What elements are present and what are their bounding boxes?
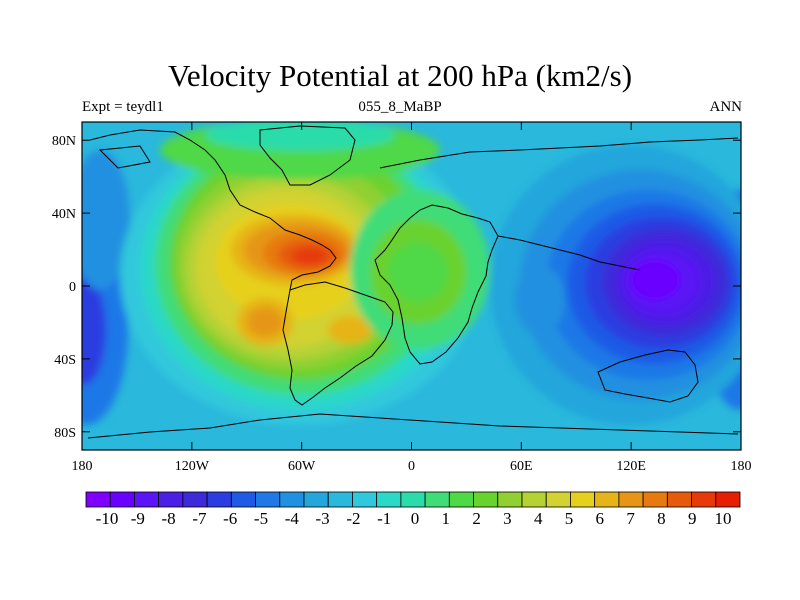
max-core <box>292 247 328 265</box>
colorbar-swatch <box>279 491 305 508</box>
colorbar-swatch <box>134 491 160 508</box>
colorbar-swatch <box>545 491 571 508</box>
colorbar-label: 1 <box>442 509 451 528</box>
colorbar-label: -6 <box>223 509 237 528</box>
colorbar-swatch <box>352 491 378 508</box>
south-america-coast <box>282 281 394 406</box>
plot-title: Velocity Potential at 200 hPa (km2/s) <box>167 58 633 93</box>
colorbar-swatch <box>715 491 741 508</box>
coastlines <box>87 125 739 439</box>
colorbar-swatch <box>666 491 692 508</box>
colorbar-swatch <box>230 491 256 508</box>
x-tick-label: 180 <box>731 459 752 474</box>
colorbar-label: 3 <box>503 509 512 528</box>
secondary-max-core <box>247 307 283 337</box>
x-tick-label: 180 <box>72 459 93 474</box>
colorbar-label: 9 <box>688 509 697 528</box>
experiment-label: Expt = teydl1 <box>82 99 164 115</box>
colorbar-swatch <box>570 491 596 508</box>
colorbar-labels: -10 -9 -8 -7 -6 -5 -4 -3 -2 -1 0 1 2 3 4 5 6 7 8 9 10 <box>96 509 732 528</box>
colorbar-swatch <box>327 491 353 508</box>
colorbar-swatch <box>594 491 620 508</box>
x-tick-label: 60E <box>510 459 533 474</box>
min-core <box>630 260 680 300</box>
colorbar-swatch <box>303 491 329 508</box>
colorbar-swatch <box>109 491 135 508</box>
y-tick-label: 40N <box>52 207 76 222</box>
colorbar-label: -4 <box>285 509 300 528</box>
eurasia-north-coast <box>379 137 739 169</box>
indian-ocean-low <box>515 265 565 335</box>
colorbar-label: -7 <box>192 509 207 528</box>
colorbar-label: 7 <box>626 509 635 528</box>
colorbar-label: -8 <box>162 509 176 528</box>
colorbar-label: 6 <box>596 509 605 528</box>
colorbar-swatch <box>255 491 281 508</box>
antarctica-coast <box>87 413 739 439</box>
colorbar-swatch <box>448 491 474 508</box>
north-cyan-cap <box>205 122 395 151</box>
season-label: ANN <box>709 99 743 115</box>
y-tick-label: 80N <box>52 134 76 149</box>
y-tick-label: 80S <box>54 426 76 441</box>
australia-coast <box>597 349 699 403</box>
west-low-north <box>82 150 130 290</box>
colorbar-label: -2 <box>346 509 360 528</box>
south-atlantic-yellow <box>328 316 372 344</box>
greenland-coast <box>259 125 356 186</box>
colorbar-swatch <box>376 491 402 508</box>
colorbar-label: 8 <box>657 509 666 528</box>
colorbar-label: 10 <box>715 509 732 528</box>
asia-south-coast <box>497 235 641 271</box>
y-tick-label: 0 <box>69 280 76 295</box>
tick-marks <box>81 122 742 450</box>
colorbar-label: -9 <box>131 509 145 528</box>
colorbar-label: -1 <box>377 509 391 528</box>
colorbar <box>85 491 741 508</box>
colorbar-swatch <box>642 491 668 508</box>
colorbar-swatch <box>473 491 499 508</box>
arctic-islands <box>98 145 151 169</box>
colorbar-swatch <box>206 491 232 508</box>
europe-africa-coast <box>374 204 499 365</box>
x-tick-label: 0 <box>408 459 415 474</box>
x-tick-label: 120E <box>616 459 646 474</box>
colorbar-swatch <box>158 491 184 508</box>
west-low-core <box>82 275 106 385</box>
colorbar-swatch <box>691 491 717 508</box>
colorbar-swatch <box>85 491 111 508</box>
colorbar-label: -3 <box>316 509 330 528</box>
contour-field <box>82 122 741 450</box>
colorbar-swatch <box>497 491 523 508</box>
x-tick-label: 120W <box>175 459 210 474</box>
colorbar-label: 0 <box>411 509 420 528</box>
y-tick-label: 40S <box>54 353 76 368</box>
x-axis-labels: 180 120W 60W 0 60E 120E 180 <box>72 459 752 474</box>
x-tick-label: 60W <box>288 459 316 474</box>
colorbar-swatch <box>521 491 547 508</box>
atlantic-ring-3 <box>388 242 448 302</box>
north-america-coast <box>89 129 337 291</box>
colorbar-swatch <box>424 491 450 508</box>
colorbar-swatch <box>618 491 644 508</box>
colorbar-label: 2 <box>472 509 481 528</box>
colorbar-swatch <box>182 491 208 508</box>
y-axis-labels: 80N 40N 0 40S 80S <box>52 134 76 441</box>
period-label: 055_8_MaBP <box>358 99 442 115</box>
colorbar-label: -5 <box>254 509 268 528</box>
colorbar-label: -10 <box>96 509 119 528</box>
colorbar-label: 4 <box>534 509 543 528</box>
colorbar-label: 5 <box>565 509 574 528</box>
colorbar-swatch <box>400 491 426 508</box>
